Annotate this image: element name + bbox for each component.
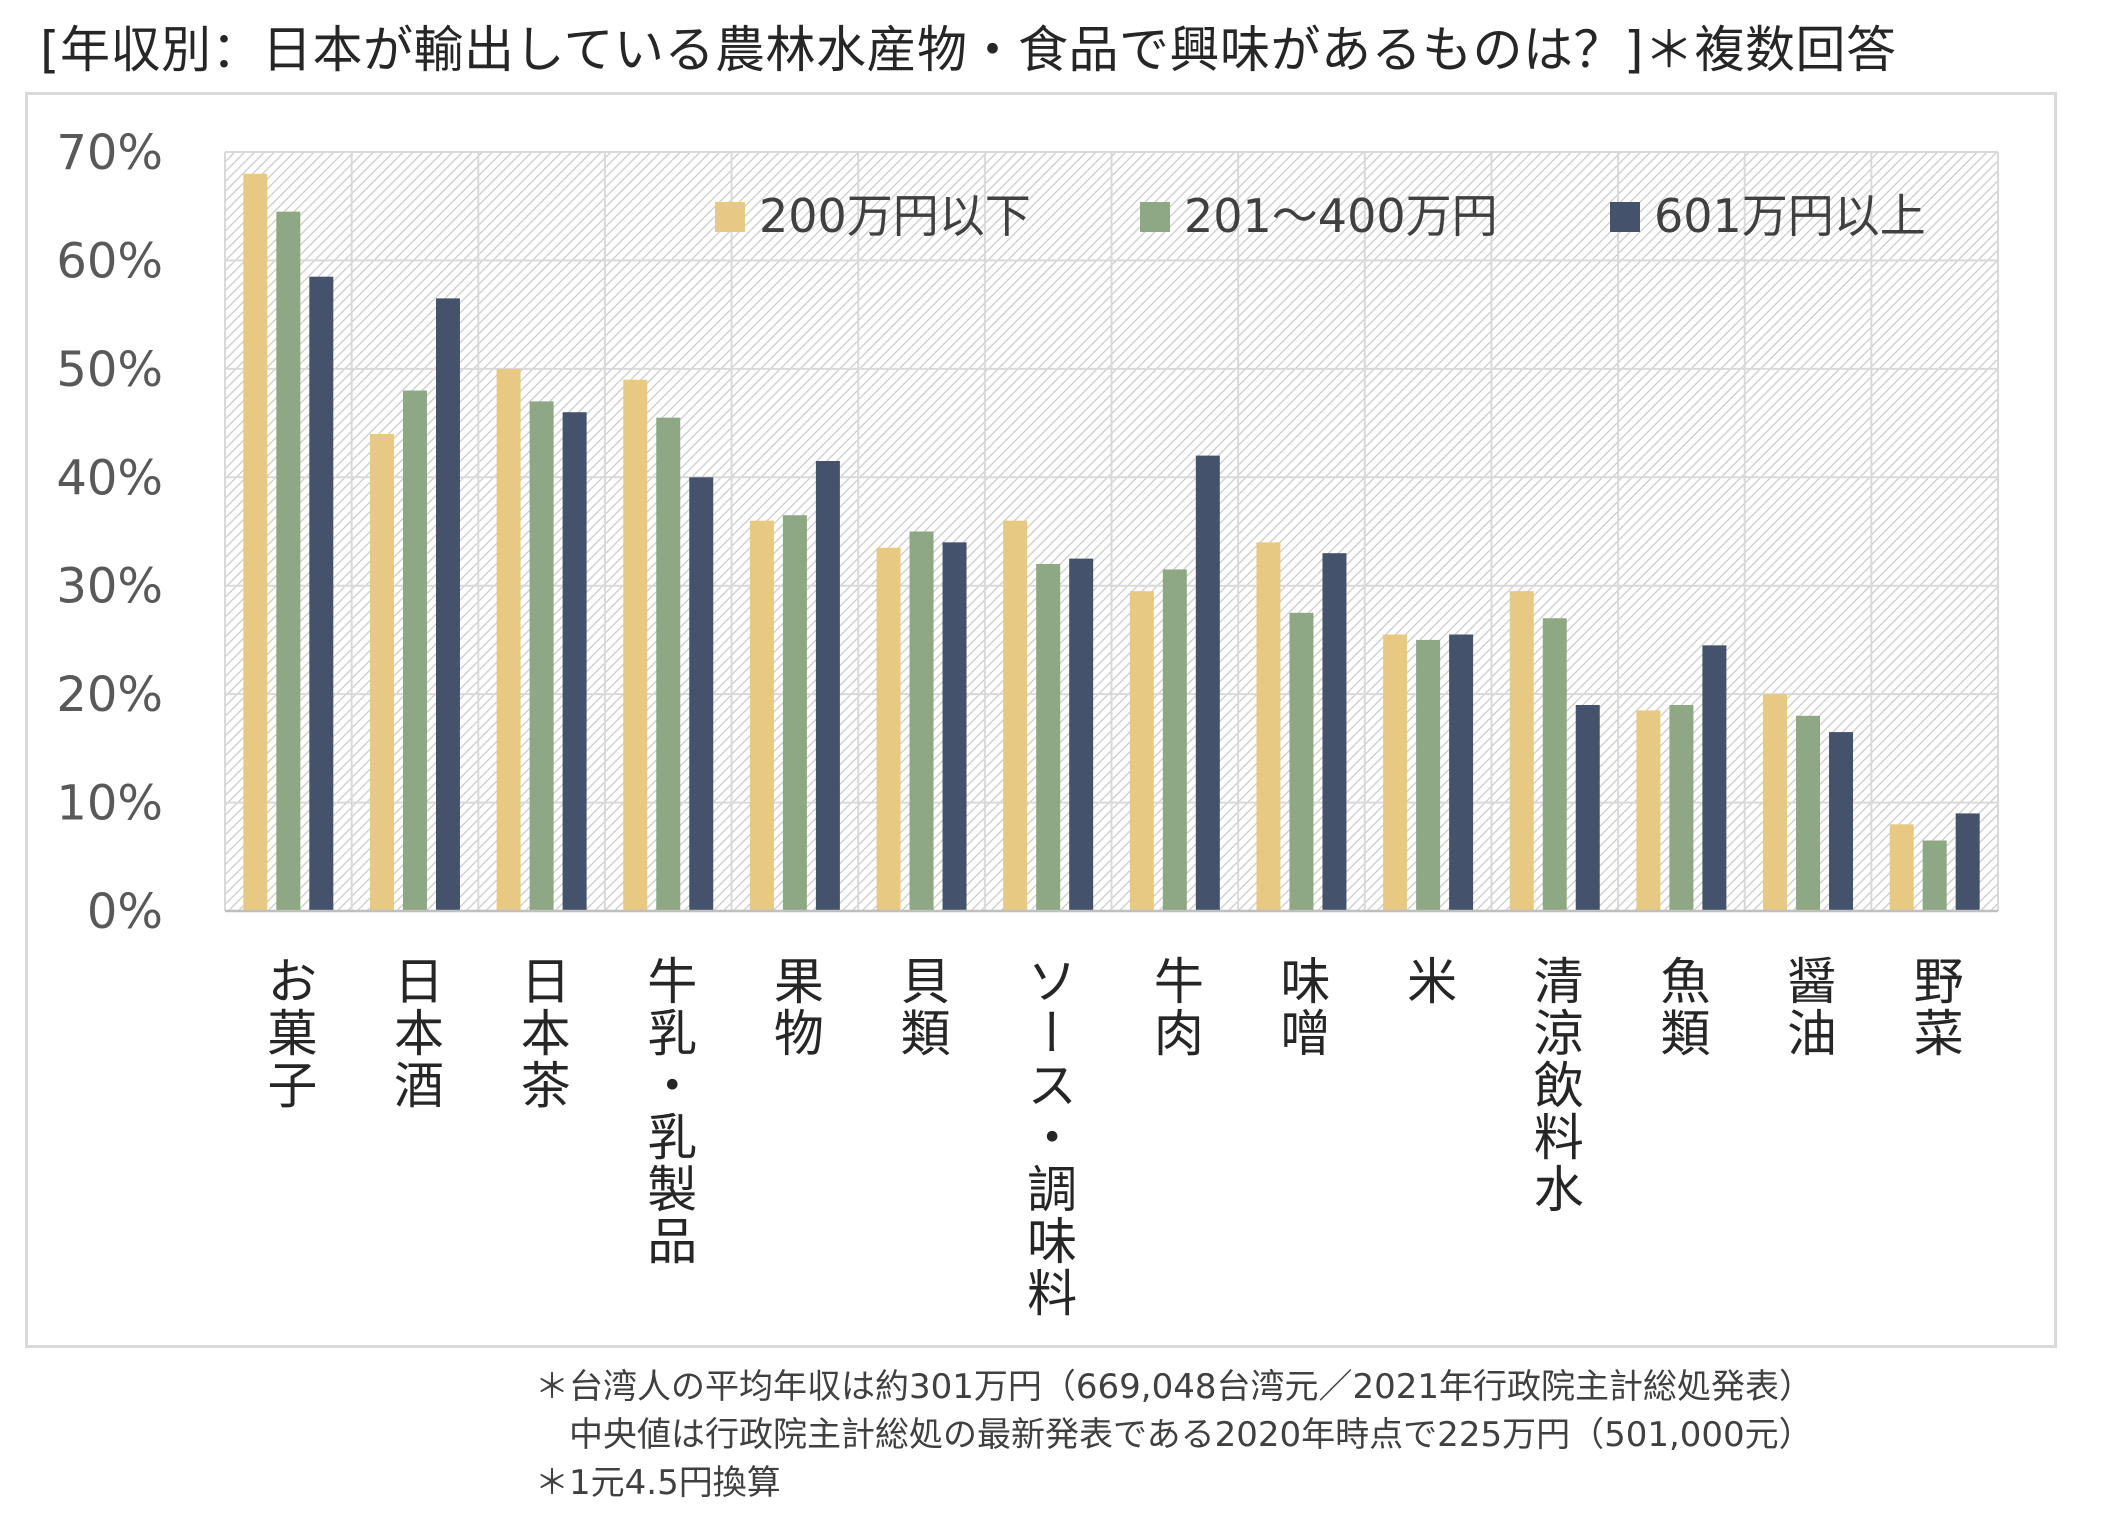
bar xyxy=(1636,710,1661,911)
bar xyxy=(1322,553,1347,911)
bar xyxy=(815,461,840,911)
x-category-label: 味噌 xyxy=(1272,955,1330,1059)
footnote-average-income: ＊台湾人の平均年収は約301万円（669,048台湾元／2021年行政院主計総処… xyxy=(535,1367,1814,1407)
bar xyxy=(309,276,334,911)
y-tick-label: 70% xyxy=(56,125,163,181)
legend-swatch xyxy=(715,202,745,232)
footnote-exchange-rate: ＊1元4.5円換算 xyxy=(535,1463,781,1503)
chart-title: [年収別：日本が輸出している農林水産物・食品で興味があるものは？]＊複数回答 xyxy=(40,21,1897,79)
bar xyxy=(1829,732,1854,911)
bar xyxy=(1509,591,1534,911)
bar xyxy=(1796,715,1821,911)
bar xyxy=(1036,564,1061,911)
bar xyxy=(243,173,268,911)
x-category-label: 清涼飲料水 xyxy=(1526,955,1584,1215)
y-tick-label: 60% xyxy=(56,233,163,289)
bar xyxy=(1955,813,1980,911)
bar xyxy=(656,417,681,911)
bar xyxy=(1129,591,1154,911)
bar xyxy=(1416,639,1441,911)
bar xyxy=(1195,455,1220,911)
x-category-label: 醤油 xyxy=(1779,955,1837,1059)
bar xyxy=(369,433,394,911)
bar xyxy=(435,298,460,912)
bar xyxy=(1383,634,1408,911)
x-category-label: 貝類 xyxy=(893,955,951,1059)
x-category-label: ソース・調味料 xyxy=(1019,955,1077,1319)
y-tick-label: 50% xyxy=(56,342,163,398)
bar xyxy=(1449,634,1474,911)
bar xyxy=(1889,824,1914,911)
y-tick-label: 0% xyxy=(87,884,163,940)
bar xyxy=(1289,612,1314,911)
legend-label: 201～400万円 xyxy=(1184,189,1498,243)
y-tick-label: 20% xyxy=(56,667,163,723)
bar xyxy=(1763,694,1788,911)
x-category-label: 魚類 xyxy=(1652,955,1710,1059)
bar xyxy=(1069,558,1094,911)
bar xyxy=(749,520,774,911)
x-category-label: 牛乳・乳製品 xyxy=(639,955,697,1267)
bar xyxy=(1669,704,1694,911)
bar xyxy=(1003,520,1028,911)
bar xyxy=(623,379,648,911)
bar xyxy=(1256,542,1281,911)
bar xyxy=(909,531,934,911)
legend-label: 200万円以下 xyxy=(759,189,1031,243)
footnotes: ＊台湾人の平均年収は約301万円（669,048台湾元／2021年行政院主計総処… xyxy=(535,1363,1813,1507)
footnote-median-income: 中央値は行政院主計総処の最新発表である2020年時点で225万円（501,000… xyxy=(535,1415,1813,1455)
x-category-label: 日本酒 xyxy=(386,955,444,1111)
x-category-label: 牛肉 xyxy=(1146,955,1204,1059)
bar xyxy=(876,547,901,911)
bar xyxy=(1542,618,1567,911)
bar xyxy=(276,211,301,911)
x-category-label: お菓子 xyxy=(259,955,317,1111)
x-category-label: 日本茶 xyxy=(513,955,571,1111)
legend-swatch xyxy=(1610,202,1640,232)
y-tick-label: 40% xyxy=(56,450,163,506)
bar xyxy=(942,542,967,911)
bar xyxy=(1162,569,1187,911)
x-category-label: 米 xyxy=(1399,955,1457,1007)
bar xyxy=(402,390,427,911)
y-tick-label: 10% xyxy=(56,776,163,832)
bar xyxy=(496,368,521,911)
legend-label: 601万円以上 xyxy=(1654,189,1926,243)
x-category-label: 果物 xyxy=(766,955,824,1059)
bar xyxy=(562,412,587,911)
bar xyxy=(1702,645,1727,911)
bar xyxy=(782,515,807,911)
bar xyxy=(1922,840,1947,911)
bar xyxy=(689,477,714,911)
legend-swatch xyxy=(1140,202,1170,232)
y-tick-label: 30% xyxy=(56,559,163,615)
x-category-label: 野菜 xyxy=(1906,955,1964,1059)
bar xyxy=(529,401,554,911)
bar xyxy=(1575,704,1600,911)
